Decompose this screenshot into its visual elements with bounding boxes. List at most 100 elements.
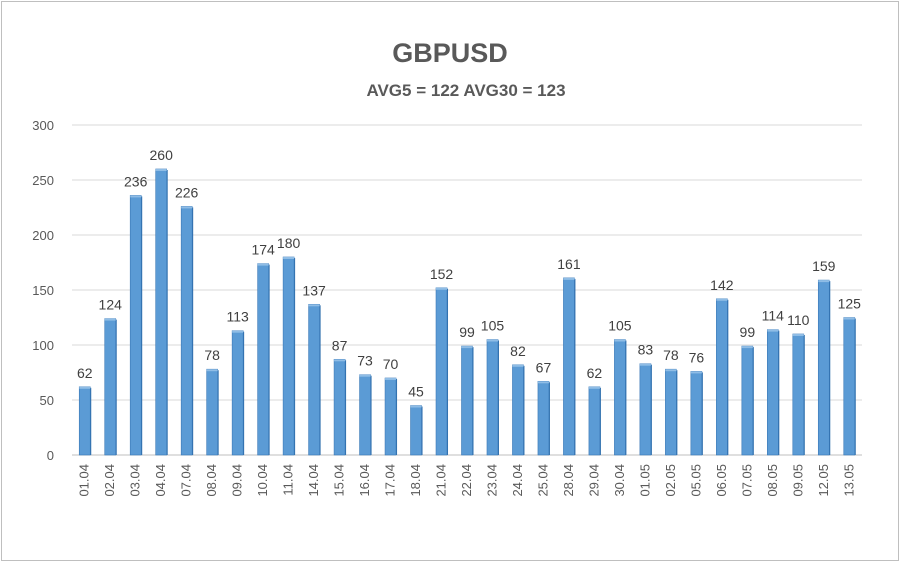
bar-highlight xyxy=(461,346,473,349)
y-tick-label: 200 xyxy=(32,228,54,243)
data-label: 226 xyxy=(175,184,199,200)
bar-highlight xyxy=(665,369,677,372)
bar-highlight xyxy=(741,346,753,349)
x-tick-label: 04.04 xyxy=(153,464,168,497)
bar-highlight xyxy=(792,334,804,336)
data-label: 152 xyxy=(430,266,454,282)
x-tick-label: 13.05 xyxy=(841,464,856,497)
x-tick-label: 17.04 xyxy=(383,464,398,497)
bar-highlight xyxy=(410,405,422,408)
x-tick-label: 09.04 xyxy=(230,464,245,497)
bar xyxy=(690,371,703,456)
x-tick-label: 08.05 xyxy=(765,464,780,497)
bar-highlight xyxy=(563,277,575,280)
bar xyxy=(588,386,601,456)
bar xyxy=(206,368,218,456)
bar-highlight xyxy=(690,371,702,374)
bar-highlight xyxy=(232,330,244,333)
data-label: 45 xyxy=(408,384,424,400)
bar-highlight xyxy=(843,317,855,320)
chart-title: GBPUSD xyxy=(392,38,508,68)
data-label: 62 xyxy=(77,365,93,381)
y-tick-label: 300 xyxy=(32,118,54,133)
data-label: 159 xyxy=(812,258,836,274)
y-axis: 0 50 100 150 200 250 300 xyxy=(32,118,54,463)
data-label: 125 xyxy=(838,296,862,312)
bar xyxy=(78,386,91,456)
data-label: 161 xyxy=(557,256,581,272)
y-tick-label: 0 xyxy=(47,448,54,463)
x-tick-label: 12.05 xyxy=(816,464,831,497)
data-label: 174 xyxy=(251,242,275,258)
bar xyxy=(741,345,754,456)
bar xyxy=(104,318,117,456)
bar xyxy=(180,206,193,456)
x-tick-label: 05.05 xyxy=(688,464,703,497)
data-label: 62 xyxy=(587,365,603,381)
x-tick-label: 10.04 xyxy=(255,464,270,497)
bar xyxy=(843,317,856,456)
x-tick-label: 06.05 xyxy=(714,464,729,497)
x-tick-label: 02.04 xyxy=(102,464,117,497)
bar xyxy=(665,368,677,456)
data-label: 87 xyxy=(332,337,348,353)
bar-highlight xyxy=(206,369,218,372)
bar-highlight xyxy=(308,304,320,307)
data-label: 78 xyxy=(663,347,679,363)
gridlines xyxy=(72,124,862,456)
x-tick-label: 23.04 xyxy=(484,464,499,497)
x-tick-label: 14.04 xyxy=(306,464,321,497)
bar-highlight xyxy=(104,318,116,321)
x-tick-label: 15.04 xyxy=(332,464,347,497)
bar-highlight xyxy=(716,298,728,301)
data-label: 67 xyxy=(536,359,552,375)
bar-highlight xyxy=(359,374,371,377)
y-tick-label: 100 xyxy=(32,338,54,353)
bar xyxy=(231,330,244,456)
bar xyxy=(410,405,422,456)
data-label: 124 xyxy=(99,297,123,313)
x-tick-label: 21.04 xyxy=(434,464,449,497)
x-tick-label: 02.05 xyxy=(663,464,678,497)
bar xyxy=(384,377,397,456)
x-tick-label: 24.04 xyxy=(510,464,525,497)
data-label: 260 xyxy=(150,147,174,163)
bar xyxy=(817,279,830,456)
bar xyxy=(359,374,371,456)
bar-highlight xyxy=(257,263,269,266)
bar xyxy=(537,380,550,456)
x-tick-label: 30.04 xyxy=(612,464,627,497)
bar-highlight xyxy=(614,339,626,342)
bars xyxy=(78,168,856,456)
data-label: 82 xyxy=(510,343,526,359)
x-tick-label: 08.04 xyxy=(204,464,219,497)
data-label: 76 xyxy=(689,349,705,365)
chart-subtitle: AVG5 = 122 AVG30 = 123 xyxy=(366,81,565,100)
x-tick-label: 25.04 xyxy=(535,464,550,497)
bar-highlight xyxy=(639,363,651,366)
x-tick-label: 07.05 xyxy=(739,464,754,497)
x-tick-label: 22.04 xyxy=(459,464,474,497)
data-label: 236 xyxy=(124,173,148,189)
bar-highlight xyxy=(155,169,167,171)
bar xyxy=(308,303,320,456)
bar xyxy=(486,339,499,456)
bar-highlight xyxy=(818,280,830,283)
x-tick-label: 11.04 xyxy=(281,464,296,496)
bar xyxy=(435,287,448,456)
bar xyxy=(639,363,652,456)
bar-highlight xyxy=(334,359,346,362)
data-label: 70 xyxy=(383,356,399,372)
bar xyxy=(563,277,575,456)
x-tick-label: 07.04 xyxy=(179,464,194,497)
data-label: 110 xyxy=(787,312,810,328)
bar-highlight xyxy=(512,364,524,367)
data-label: 99 xyxy=(740,324,756,340)
bar xyxy=(257,263,269,456)
x-tick-label: 09.05 xyxy=(790,464,805,497)
bar-highlight xyxy=(181,206,193,209)
bar-highlight xyxy=(283,257,295,259)
